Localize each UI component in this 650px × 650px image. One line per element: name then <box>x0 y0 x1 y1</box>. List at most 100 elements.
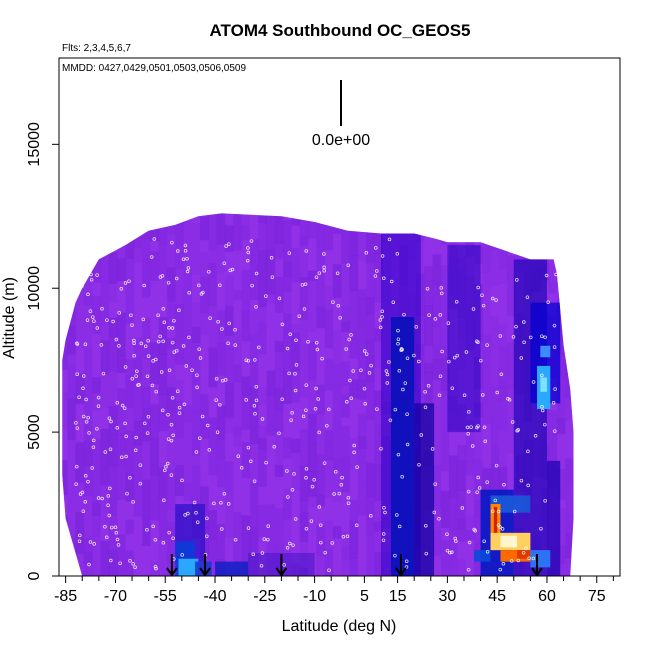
curtain-cell <box>291 195 300 205</box>
curtain-cell <box>590 479 599 501</box>
curtain-cell <box>582 359 591 381</box>
sample-point <box>115 426 120 430</box>
sample-point <box>438 374 443 378</box>
curtain-cell <box>133 262 143 306</box>
curtain-cell <box>191 302 201 328</box>
curtain-cell <box>548 280 558 294</box>
curtain-cell <box>150 383 160 405</box>
sample-point <box>512 543 517 548</box>
sample-point <box>309 519 314 523</box>
curtain-cell <box>299 213 309 237</box>
curtain-cell <box>117 197 126 211</box>
curtain-cell <box>150 403 160 439</box>
sample-point <box>315 347 320 352</box>
sample-point <box>481 393 485 397</box>
curtain-cell <box>266 335 276 371</box>
curtain-cell <box>175 167 184 210</box>
sample-point <box>161 541 166 545</box>
curtain-cell <box>440 539 450 576</box>
curtain-cell <box>166 213 176 235</box>
curtain-cell <box>92 295 101 309</box>
curtain-cell <box>341 546 350 561</box>
curtain-cell <box>216 439 226 459</box>
sample-point <box>485 480 489 484</box>
curtain-cell <box>358 202 367 213</box>
curtain-cell <box>598 524 607 546</box>
sample-point <box>260 551 265 555</box>
curtain-cell <box>440 527 450 541</box>
curtain-cell <box>100 213 110 253</box>
sample-point <box>397 524 402 529</box>
curtain-cell <box>457 460 467 491</box>
curtain-cell <box>399 213 409 220</box>
sample-point <box>174 276 179 281</box>
curtain-cell <box>159 173 168 207</box>
curtain-cell <box>166 510 176 522</box>
sample-point <box>86 479 90 484</box>
curtain-cell <box>374 530 384 553</box>
curtain-cell <box>108 317 118 338</box>
curtain-cell <box>283 497 292 520</box>
curtain-cell <box>548 213 558 215</box>
curtain-cell <box>307 270 317 281</box>
sample-point <box>246 250 251 255</box>
curtain-cell <box>374 551 384 576</box>
sample-point <box>322 268 326 273</box>
curtain-cell <box>523 213 533 230</box>
curtain-cell <box>100 340 110 375</box>
curtain-cell <box>75 553 85 576</box>
curtain-cell <box>490 213 500 221</box>
curtain-cell <box>532 213 541 247</box>
curtain-cell <box>366 496 375 536</box>
curtain-cell <box>62 427 68 461</box>
x-axis-label: Latitude (deg N) <box>282 618 397 635</box>
curtain-cell <box>283 291 292 314</box>
curtain-cell <box>498 430 508 468</box>
curtain-cell <box>117 403 126 434</box>
curtain-cell <box>141 545 151 576</box>
curtain-cell <box>565 333 574 376</box>
curtain-cell <box>607 223 616 239</box>
curtain-cell <box>141 230 151 240</box>
sample-point <box>316 397 320 401</box>
sample-point <box>154 389 158 394</box>
curtain-cell <box>482 381 492 425</box>
curtain-cell <box>183 404 193 423</box>
curtain-cell <box>532 246 541 261</box>
curtain-cell <box>117 534 126 576</box>
sample-point <box>287 371 291 376</box>
curtain-cell <box>249 238 259 277</box>
curtain-cell <box>258 279 267 308</box>
curtain-cell <box>92 392 101 412</box>
curtain-cell <box>249 310 259 335</box>
curtain-cell <box>291 438 301 453</box>
sample-point <box>95 273 99 277</box>
sample-point <box>122 406 127 410</box>
sample-point <box>249 459 253 464</box>
sample-point <box>254 271 259 276</box>
curtain-cell <box>440 303 450 347</box>
sample-point <box>475 490 479 494</box>
sample-point <box>427 313 431 317</box>
sample-point <box>92 319 96 323</box>
curtain-cell <box>233 414 243 428</box>
curtain-cell <box>424 213 433 232</box>
sample-point <box>74 464 79 469</box>
curtain-cell <box>316 345 326 386</box>
curtain-cell <box>183 303 193 341</box>
x-tick-label: -55 <box>154 588 177 605</box>
curtain-cell <box>574 369 583 389</box>
curtain-cell <box>457 218 467 239</box>
sample-point <box>254 304 258 309</box>
curtain-cell <box>191 213 201 223</box>
sample-point <box>166 437 171 441</box>
curtain-cell <box>341 394 350 418</box>
curtain-cell <box>307 331 317 343</box>
sample-point <box>262 537 267 541</box>
sample-point <box>123 365 128 369</box>
sample-point <box>387 237 392 242</box>
curtain-cell <box>200 373 209 395</box>
sample-point <box>437 517 441 521</box>
sample-point <box>259 563 264 568</box>
curtain-cell <box>507 341 516 376</box>
